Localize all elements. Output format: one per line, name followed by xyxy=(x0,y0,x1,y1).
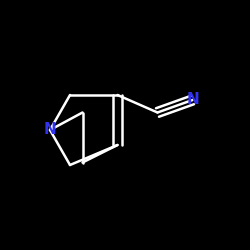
Text: N: N xyxy=(44,122,56,138)
Text: N: N xyxy=(186,92,199,108)
